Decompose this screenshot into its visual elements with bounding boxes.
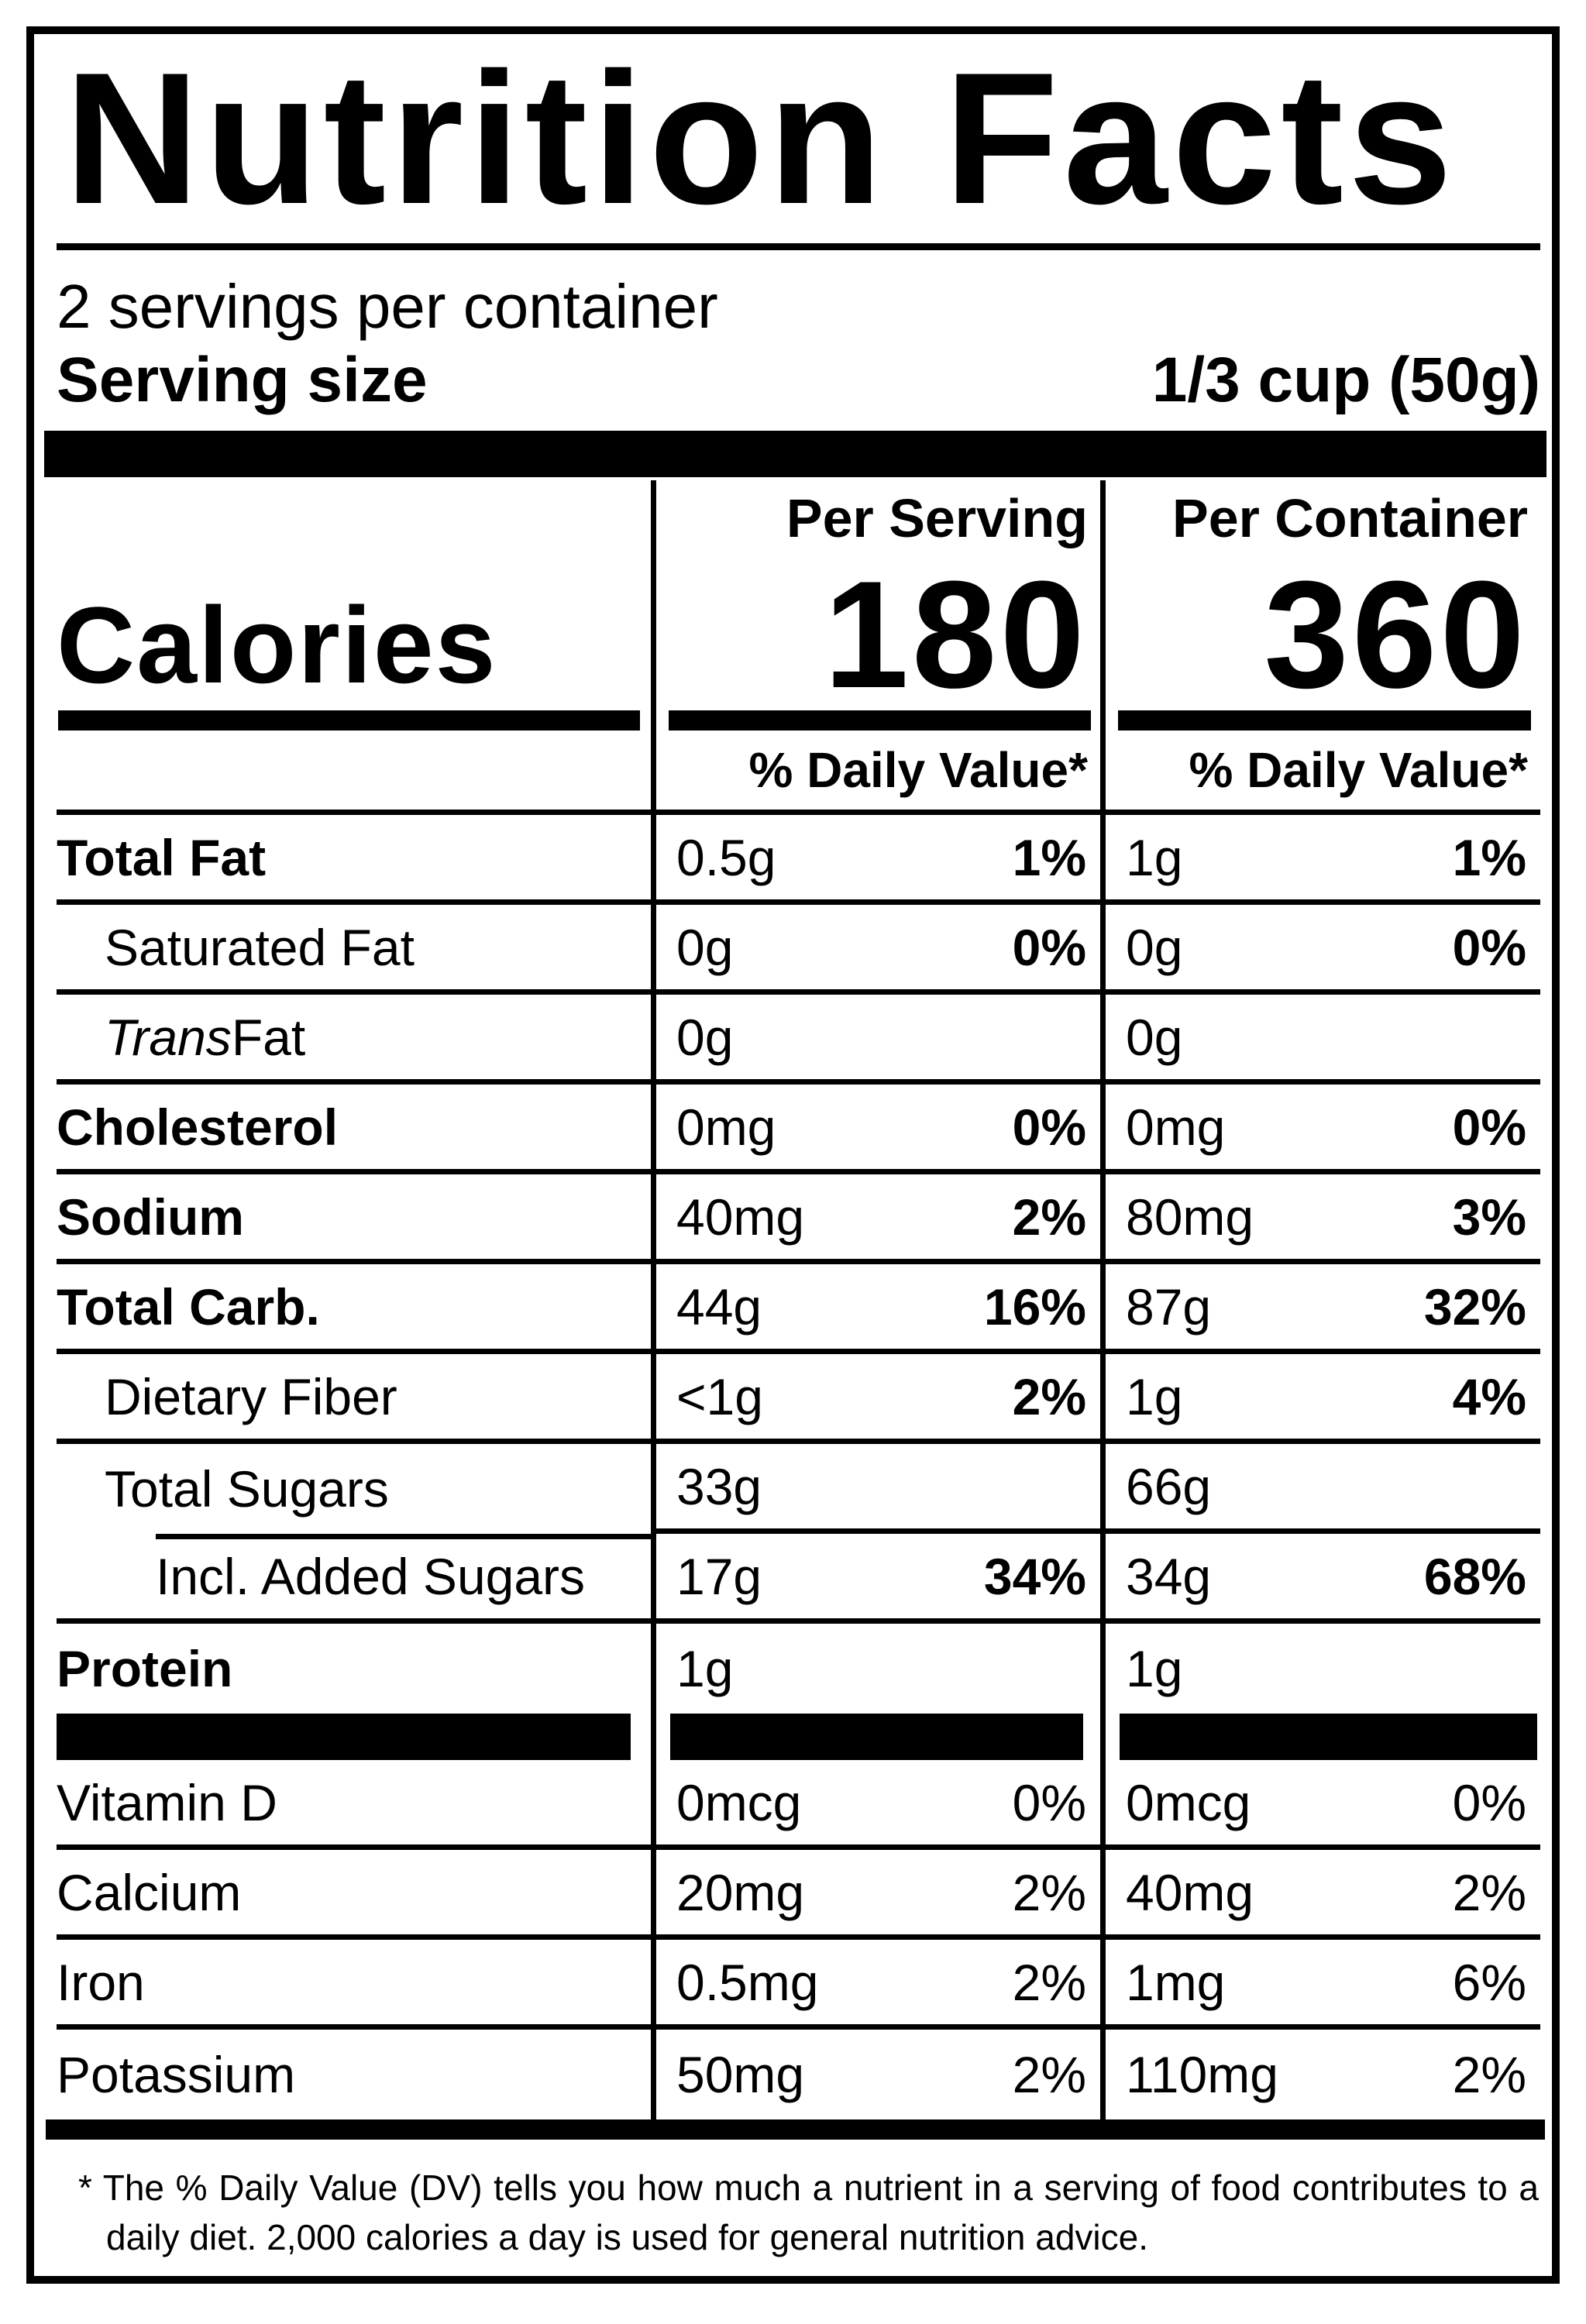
vitamin-per-container: 1mg 6% xyxy=(1100,1940,1540,2030)
nutrient-per-serving: 40mg 2% xyxy=(651,1174,1100,1264)
separator-bar-segment xyxy=(1100,1714,1540,1760)
nutrient-label: Total Fat xyxy=(57,815,651,905)
daily-value-header-per-container: % Daily Value* xyxy=(1189,742,1528,798)
footnote-text: The % Daily Value (DV) tells you how muc… xyxy=(102,2168,1540,2257)
label-title: Nutrition Facts xyxy=(64,34,1457,243)
nutrient-per-container: 1g 1% xyxy=(1100,815,1540,905)
calories-underline-bar xyxy=(669,710,1091,731)
vitamin-per-serving: 20mg 2% xyxy=(651,1850,1100,1940)
per-serving-calories-cell: Per Serving 180 % Daily Value* xyxy=(651,480,1100,815)
section-separator-bar xyxy=(57,1714,1540,1760)
nutrient-label: Protein xyxy=(57,1640,233,1697)
thick-black-bar-bottom xyxy=(46,2119,1545,2140)
footnote-asterisk: * xyxy=(78,2168,92,2208)
daily-value-spacer xyxy=(57,731,651,810)
nutrient-label: Total Carb. xyxy=(57,1264,651,1354)
nutrient-per-serving: 0g 0% xyxy=(651,905,1100,995)
per-container-calories-cell: Per Container 360 % Daily Value* xyxy=(1100,480,1540,815)
nutrient-label: Incl. Added Sugars xyxy=(57,1534,651,1624)
nutrient-per-container: 1g 4% xyxy=(1100,1354,1540,1444)
thick-black-bar-top xyxy=(44,431,1546,477)
nutrient-per-serving: 33g xyxy=(651,1444,1100,1534)
nutrient-per-container: 1g xyxy=(1100,1624,1540,1714)
nutrient-per-serving: 1g xyxy=(651,1624,1100,1714)
calories-underline-bar xyxy=(58,710,640,731)
separator-bar-segment xyxy=(57,1714,651,1760)
vitamin-per-serving: 0mcg 0% xyxy=(651,1760,1100,1850)
vitamin-per-container: 0mcg 0% xyxy=(1100,1760,1540,1850)
calories-label-cell: Calories xyxy=(57,480,651,815)
vitamin-label: Iron xyxy=(57,1940,651,2030)
calories-per-container-value: 360 xyxy=(1264,549,1528,720)
nutrient-per-container: 87g 32% xyxy=(1100,1264,1540,1354)
nutrient-table: Total Fat 0.5g 1% 1g 1% Saturated Fat 0g 0%… xyxy=(57,815,1540,1714)
nutrient-per-container: 0g xyxy=(1100,995,1540,1085)
nutrition-facts-label: Nutrition Facts 2 servings per container… xyxy=(26,26,1560,2284)
nutrient-per-container: 66g xyxy=(1100,1444,1540,1534)
nutrient-label: Trans Fat xyxy=(57,995,651,1085)
servings-per-container: 2 servings per container xyxy=(57,272,718,341)
nutrient-label: Cholesterol xyxy=(57,1085,651,1174)
vitamin-label: Vitamin D xyxy=(57,1760,651,1850)
nutrient-label: Total Sugars xyxy=(57,1444,651,1539)
serving-size-label: Serving size xyxy=(57,345,428,415)
vitamin-per-container: 110mg 2% xyxy=(1100,2030,1540,2119)
nutrient-per-serving: 44g 16% xyxy=(651,1264,1100,1354)
vitamin-label: Potassium xyxy=(57,2046,296,2103)
nutrient-per-container: 34g 68% xyxy=(1100,1534,1540,1624)
indented-rule xyxy=(156,1534,651,1539)
nutrient-per-serving: 0.5g 1% xyxy=(651,815,1100,905)
daily-value-header-per-serving: % Daily Value* xyxy=(748,742,1088,798)
per-serving-header: Per Serving xyxy=(786,488,1088,548)
nutrient-per-serving: 0g xyxy=(651,995,1100,1085)
vitamin-label: Calcium xyxy=(57,1850,651,1940)
calories-label: Calories xyxy=(57,584,497,706)
vitamin-per-serving: 50mg 2% xyxy=(651,2030,1100,2119)
serving-size-value: 1/3 cup (50g) xyxy=(1151,345,1540,415)
calories-underline-bar xyxy=(1118,710,1531,731)
nutrient-per-container: 0g 0% xyxy=(1100,905,1540,995)
nutrient-per-serving: <1g 2% xyxy=(651,1354,1100,1444)
nutrient-per-container: 80mg 3% xyxy=(1100,1174,1540,1264)
vitamin-per-serving: 0.5mg 2% xyxy=(651,1940,1100,2030)
vitamin-table: Vitamin D 0mcg 0% 0mcg 0% Calcium 20mg 2% 4… xyxy=(57,1760,1540,2119)
nutrient-per-serving: 17g 34% xyxy=(651,1534,1100,1624)
nutrient-label: Saturated Fat xyxy=(57,905,651,995)
vitamin-per-container: 40mg 2% xyxy=(1100,1850,1540,1940)
nutrient-per-serving: 0mg 0% xyxy=(651,1085,1100,1174)
nutrient-per-container: 0mg 0% xyxy=(1100,1085,1540,1174)
serving-size-row: Serving size 1/3 cup (50g) xyxy=(57,343,1540,418)
calories-section: Calories Per Serving 180 % Daily Value* … xyxy=(57,480,1540,815)
separator-bar-segment xyxy=(651,1714,1100,1760)
nutrient-label: Sodium xyxy=(57,1174,651,1264)
daily-value-footnote: * The % Daily Value (DV) tells you how m… xyxy=(57,2163,1540,2262)
nutrient-label: Dietary Fiber xyxy=(57,1354,651,1444)
title-divider xyxy=(57,243,1540,250)
per-container-header: Per Container xyxy=(1172,488,1528,548)
calories-per-serving-value: 180 xyxy=(824,549,1088,720)
